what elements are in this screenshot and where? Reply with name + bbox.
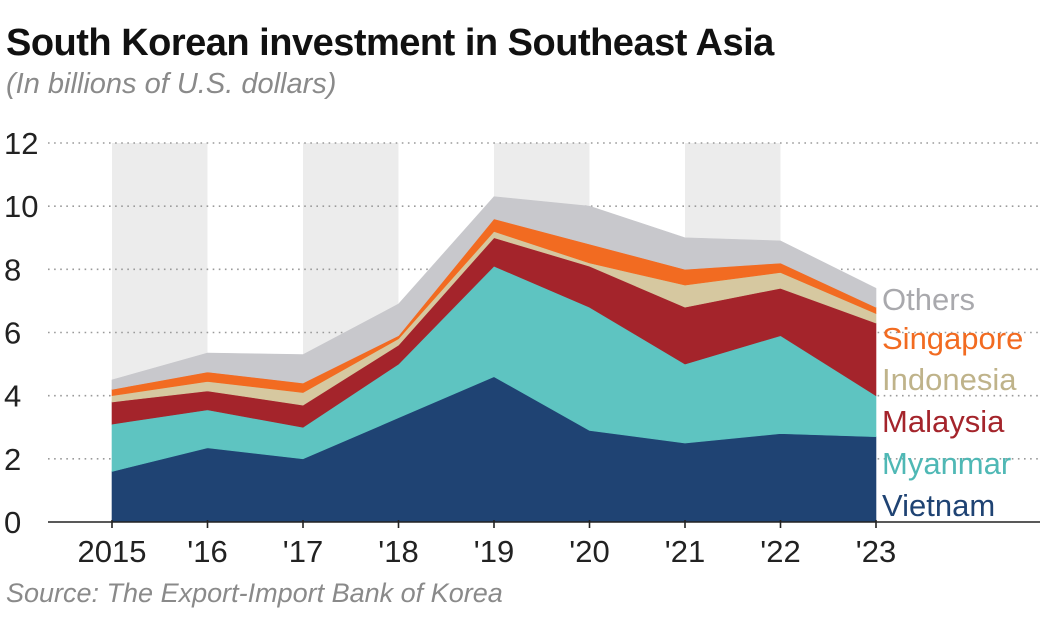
x-tick-label: '21 (665, 534, 705, 569)
x-tick-label: '20 (569, 534, 609, 569)
x-tick-label: '18 (378, 534, 418, 569)
series-areas (111, 196, 877, 523)
legend-label-myanmar: Myanmar (882, 446, 1011, 481)
legend: Vietnam Myanmar Malaysia Indonesia Singapore… (882, 282, 1023, 523)
source-note: Source: The Export-Import Bank of Korea (6, 578, 503, 608)
y-tick-label: 0 (4, 505, 21, 540)
y-tick-label: 6 (4, 316, 21, 351)
area-others (111, 196, 877, 390)
x-tick-label: '19 (474, 534, 514, 569)
legend-label-vietnam: Vietnam (882, 488, 995, 523)
y-tick-label: 2 (4, 442, 21, 477)
axes: 0 2 4 6 8 10 12 2015 '16 '17 '18 '19 '20 '21 '22 '23 (4, 126, 1040, 569)
x-tick-label: '16 (187, 534, 227, 569)
x-tick-label: '23 (856, 534, 896, 569)
chart-title: South Korean investment in Southeast Asi… (6, 22, 774, 64)
legend-label-singapore: Singapore (882, 321, 1023, 356)
legend-label-malaysia: Malaysia (882, 404, 1005, 439)
legend-label-others: Others (882, 282, 975, 317)
x-tick-label: '22 (760, 534, 800, 569)
y-tick-label: 12 (4, 126, 38, 161)
y-tick-label: 4 (4, 379, 21, 414)
chart-subtitle: (In billions of U.S. dollars) (6, 68, 337, 100)
y-tick-label: 8 (4, 252, 21, 287)
y-tick-label: 10 (4, 189, 38, 224)
legend-label-indonesia: Indonesia (882, 362, 1017, 397)
x-tick-label: '17 (283, 534, 323, 569)
x-tick-label: 2015 (78, 534, 147, 569)
